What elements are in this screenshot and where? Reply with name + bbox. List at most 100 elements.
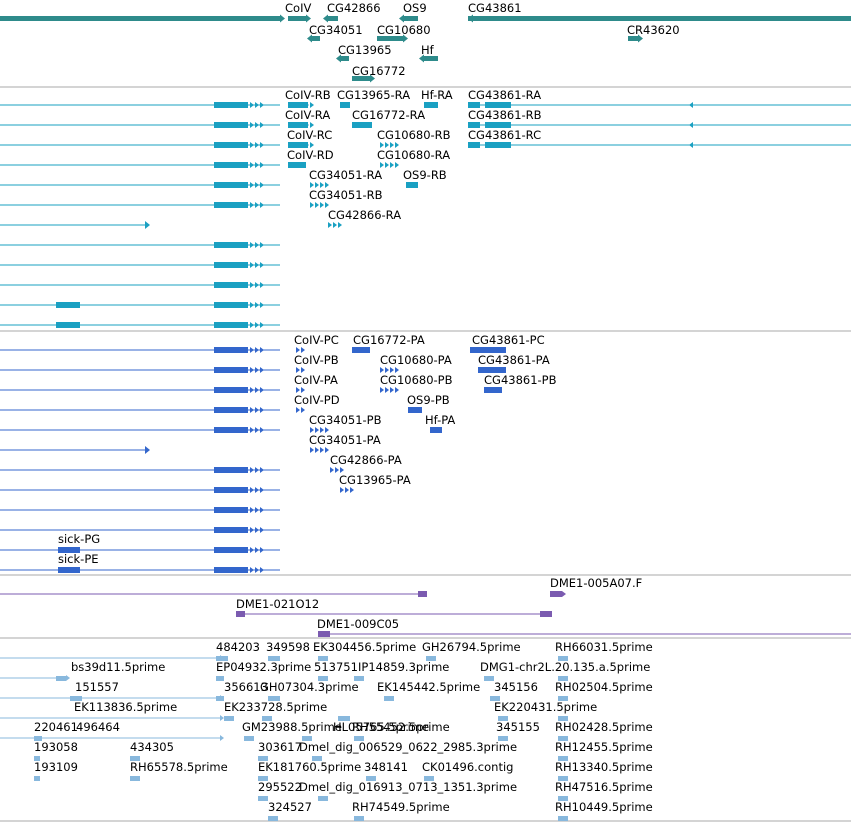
strand-arrow: [345, 487, 349, 493]
est-block: [426, 656, 436, 661]
strand-arrow: [255, 282, 259, 288]
strand-arrow: [255, 547, 259, 553]
est-block: [558, 696, 568, 701]
strand-arrow: [260, 467, 264, 473]
strand-arrow: [255, 407, 259, 413]
est-feature-label: 513751: [314, 660, 358, 674]
strand-arrow: [250, 122, 254, 128]
mrna-feature-label: CG42866-RA: [328, 208, 401, 222]
est-feature-label: RH02504.5prime: [555, 680, 653, 694]
est-feature-label: bs39d11.5prime: [71, 660, 165, 674]
strand-arrow: [310, 142, 314, 148]
cds-feature-label: CG13965-PA: [339, 473, 411, 487]
strand-arrow: [255, 142, 259, 148]
strand-arrow: [250, 467, 254, 473]
est-feature-label: GH07304.3prime: [260, 680, 359, 694]
est-block: [318, 796, 328, 801]
strand-arrow: [340, 487, 344, 493]
strand-arrow: [320, 202, 324, 208]
cds-feature-label: CG34051-PA: [309, 433, 381, 447]
est-block: [354, 816, 364, 821]
cdna-feature-label: DME1-021O12: [236, 597, 319, 611]
est-feature-label: EK233728.5prime: [224, 700, 327, 714]
strand-arrow: [638, 34, 643, 43]
feature-block: [628, 36, 638, 41]
mrna-feature-label: CoIV-RC: [287, 128, 332, 142]
feature-block: [404, 16, 418, 21]
strand-arrow: [301, 347, 305, 353]
gene-feature-label: Hf: [421, 43, 435, 57]
mrna-feature-label: CG43861-RA: [468, 88, 541, 102]
strand-arrow: [305, 142, 309, 148]
est-block: [244, 736, 254, 741]
est-feature-label: EK304456.5prime: [313, 640, 416, 654]
strand-arrow: [305, 102, 309, 108]
gene-feature-label: CG34051: [309, 23, 363, 37]
est-block: [558, 716, 568, 721]
cdna-feature-label: DME1-005A07.F: [550, 576, 642, 590]
feature-block: [340, 102, 350, 108]
strand-arrow: [220, 735, 224, 741]
gene-feature-label: CG10680: [377, 23, 431, 37]
feature-block: [288, 16, 306, 21]
mrna-feature-label: CG10680-RA: [377, 148, 450, 162]
strand-arrow: [255, 487, 259, 493]
gene-block: [0, 16, 280, 21]
strand-arrow: [390, 162, 394, 168]
feature-block: [236, 611, 245, 617]
mrna-feature-label: CoIV-RA: [285, 108, 330, 122]
est-block: [258, 756, 268, 761]
strand-arrow: [250, 182, 254, 188]
est-feature-label: EK113836.5prime: [74, 700, 177, 714]
feature-block: [328, 16, 338, 21]
feature-block: [352, 76, 370, 81]
est-block: [56, 676, 66, 681]
strand-arrow: [296, 407, 300, 413]
gene-feature-label: CG42866: [327, 1, 381, 15]
est-feature-label: RH65578.5prime: [130, 760, 228, 774]
gene-feature-label: CoIV: [285, 1, 311, 15]
strand-arrow: [395, 162, 399, 168]
feature-block: [540, 611, 552, 617]
est-feature-label: 345155: [496, 720, 540, 734]
strand-arrow: [328, 222, 332, 228]
est-block: [224, 716, 234, 721]
feature-block: [470, 347, 506, 353]
mrna-exon: [214, 162, 248, 168]
cds-feature-label: CG10680-PA: [380, 353, 452, 367]
mrna-feature-label: CG16772-RA: [352, 108, 425, 122]
strand-arrow: [333, 222, 337, 228]
mrna-feature-label: Hf-RA: [421, 88, 453, 102]
strand-arrow: [340, 467, 344, 473]
strand-arrow: [255, 162, 259, 168]
mrna-exon: [214, 242, 248, 248]
strand-arrow: [300, 142, 304, 148]
feature-block: [485, 102, 511, 108]
strand-arrow: [255, 567, 259, 573]
strand-arrow: [315, 427, 319, 433]
strand-arrow: [255, 507, 259, 513]
strand-arrow: [250, 507, 254, 513]
strand-arrow: [419, 54, 424, 63]
est-block: [354, 736, 364, 741]
cds-feature-label: Hf-PA: [425, 413, 455, 427]
est-feature-label: 193058: [34, 740, 78, 754]
feature-blocks: [0, 14, 851, 821]
mrna-feature-label: OS9-RB: [403, 168, 447, 182]
strand-arrow: [255, 242, 259, 248]
est-feature-label: 193109: [34, 760, 78, 774]
feature-block: [288, 102, 308, 108]
strand-arrow: [260, 367, 264, 373]
mrna-exon: [214, 302, 248, 308]
est-feature-label: 151557: [75, 680, 119, 694]
cds-feature-label: CG43861-PC: [472, 333, 545, 347]
strand-arrow: [250, 262, 254, 268]
cds-exon: [214, 407, 248, 413]
strand-arrow: [250, 387, 254, 393]
strand-arrow: [260, 202, 264, 208]
strand-arrow: [395, 142, 399, 148]
strand-arrow: [390, 387, 394, 393]
strand-arrow: [305, 122, 309, 128]
est-feature-label: RH02428.5prime: [555, 720, 653, 734]
